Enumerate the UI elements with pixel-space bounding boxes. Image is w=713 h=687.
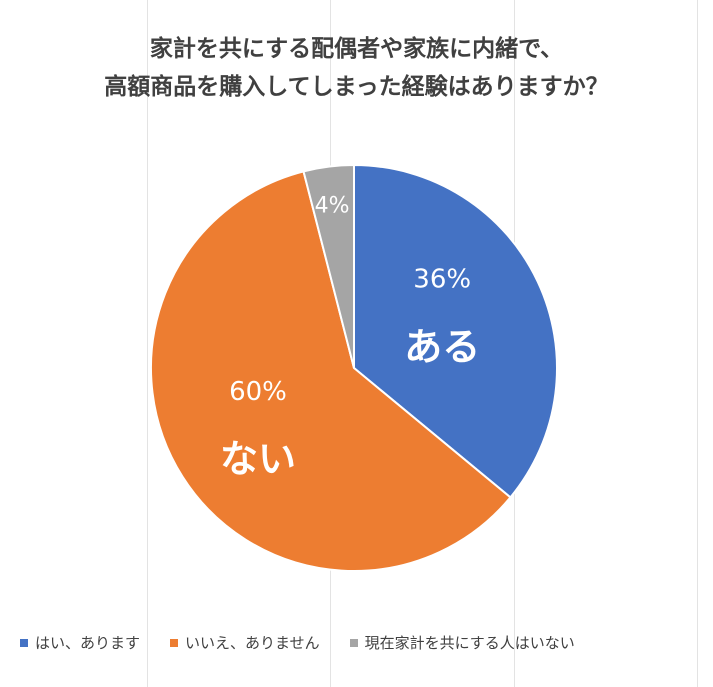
gridline xyxy=(147,0,148,687)
pie-slice-yes xyxy=(353,163,558,499)
gridline xyxy=(697,0,698,687)
data-label-no: 60% xyxy=(229,377,287,407)
chart-title-line-2: 高額商品を購入してしまった経験はありますか？ xyxy=(104,74,609,100)
legend: はい、あります いいえ、ありません 現在家計を共にする人はいない xyxy=(20,632,710,653)
data-label-yes: 36% xyxy=(413,265,471,295)
legend-label-yes: はい、あります xyxy=(35,634,141,652)
legend-label-none: 現在家計を共にする人はいない xyxy=(364,634,575,652)
legend-label-no: いいえ、ありません xyxy=(185,634,320,652)
legend-item-yes: はい、あります xyxy=(20,632,140,653)
data-label-none: 4% xyxy=(315,194,350,219)
slice-tag-no: ない xyxy=(220,437,296,481)
slice-tag-yes: ある xyxy=(404,325,480,369)
chart-title-line-1: 家計を共にする配偶者や家族に内緒で、 xyxy=(149,36,564,62)
legend-item-no: いいえ、ありません xyxy=(170,632,320,653)
pie-slice-none xyxy=(302,163,355,369)
legend-swatch-yes xyxy=(20,638,28,647)
legend-item-none: 現在家計を共にする人はいない xyxy=(349,632,575,653)
legend-swatch-none xyxy=(349,638,358,647)
legend-swatch-no xyxy=(170,638,179,647)
pie-slice-no xyxy=(150,170,512,572)
chart-title: 家計を共にする配偶者や家族に内緒で、 高額商品を購入してしまった経験はありますか… xyxy=(0,30,713,106)
